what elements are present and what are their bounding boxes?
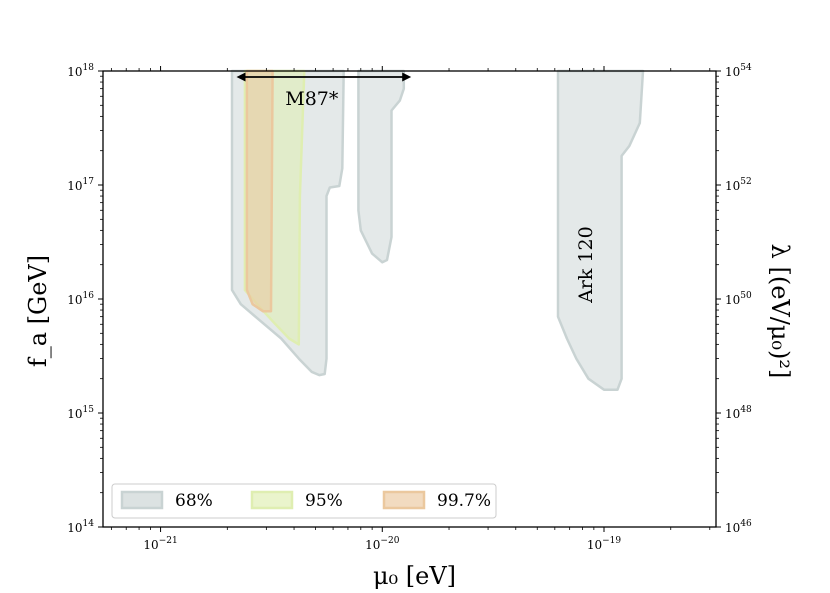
y-tick-label-right: 1046 [725,519,752,535]
y-tick-label-right: 1052 [725,177,752,193]
y-tick-label-left: 1014 [67,519,94,535]
legend-label: 99.7% [437,491,491,511]
y-tick-label-left: 1016 [67,291,94,307]
legend-swatch [382,490,426,510]
y-tick-label-left: 1017 [67,177,94,193]
legend-items: 68% 95% 99.7% [120,490,491,511]
legend-label: 68% [175,491,213,511]
x-tick-label: 10−20 [365,536,400,552]
legend-swatch [250,490,294,510]
legend-swatch [120,490,164,510]
x-axis-title: μ₀ [eV] [373,562,456,590]
m87-arrowhead-right [402,72,412,82]
axis-ticks: 10−21 10−20 10−19 1014 1046 1015 1048 1016 1050 1… [67,63,752,552]
region-99-7pct-0 [245,69,274,313]
legend-label: 95% [305,491,343,511]
x-tick-label: 10−21 [143,536,177,552]
region-68pct-1 [357,69,406,264]
m87-annotation: M87* [236,72,412,110]
y-tick-label-right: 1048 [725,405,752,421]
confidence-regions [230,69,645,391]
y-tick-label-left: 1018 [67,63,94,79]
legend: 68% 95% 99.7% [111,483,497,519]
m87-label: M87* [285,88,339,110]
region-68pct-2 [556,69,645,391]
y-tick-label-right: 1050 [725,291,752,307]
ark120-label: Ark 120 [575,226,597,304]
m87-arrowhead-left [236,72,246,82]
y-tick-label-right: 1054 [725,63,752,79]
x-tick-label: 10−19 [587,536,622,552]
y-axis-title-right: λ [(eV/μ₀)²] [766,244,794,379]
y-axis-title-left: f_a [GeV] [24,255,52,367]
y-tick-label-left: 1015 [67,405,94,421]
